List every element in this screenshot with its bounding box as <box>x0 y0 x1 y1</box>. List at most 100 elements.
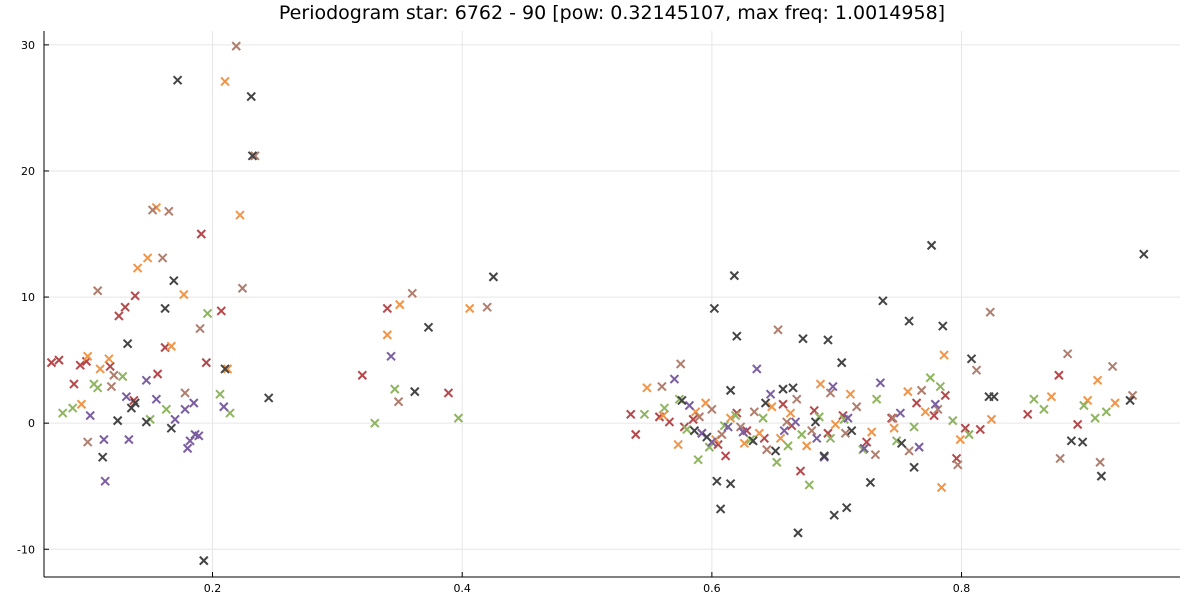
data-point <box>642 383 652 393</box>
data-point <box>231 41 241 51</box>
y-tick-label: -10 <box>17 543 35 556</box>
data-point <box>393 397 404 407</box>
data-point <box>889 423 899 433</box>
data-point <box>130 291 140 301</box>
data-point <box>986 414 997 425</box>
data-point <box>762 444 772 455</box>
data-point <box>782 417 792 427</box>
data-point <box>720 451 731 461</box>
data-point <box>1090 413 1100 423</box>
data-point <box>707 404 717 414</box>
data-point <box>909 422 919 432</box>
data-point <box>929 410 939 421</box>
y-tick-label: 10 <box>21 291 35 304</box>
data-point <box>841 502 852 513</box>
data-point <box>219 402 229 412</box>
data-point <box>709 303 720 314</box>
x-tick-label: 0.4 <box>453 582 471 595</box>
data-point <box>54 355 64 365</box>
data-point <box>785 408 796 418</box>
grid <box>44 31 1180 577</box>
data-point <box>715 504 726 514</box>
data-point <box>172 75 183 85</box>
data-point <box>423 322 434 333</box>
data-point <box>953 460 963 470</box>
data-point <box>164 206 174 217</box>
data-point <box>916 385 927 396</box>
data-point <box>936 482 947 493</box>
data-point <box>888 413 898 423</box>
data-point <box>152 369 163 379</box>
data-point <box>1022 409 1033 420</box>
data-point <box>75 360 85 370</box>
data-point <box>106 381 117 392</box>
data-point <box>410 386 420 397</box>
data-point <box>971 365 982 375</box>
data-point <box>713 439 723 450</box>
data-point <box>464 303 475 314</box>
data-point <box>732 331 742 341</box>
data-point <box>933 404 943 414</box>
data-point <box>859 443 869 454</box>
data-point <box>783 441 793 451</box>
data-point <box>626 409 636 420</box>
data-point <box>823 428 833 438</box>
data-point <box>1092 375 1103 385</box>
data-point <box>960 423 970 433</box>
data-point <box>810 417 821 427</box>
data-point <box>723 422 733 432</box>
data-point <box>250 151 260 161</box>
data-point <box>263 393 274 403</box>
data-point <box>904 316 914 326</box>
data-point <box>825 433 836 444</box>
data-point <box>790 417 801 427</box>
data-point <box>1055 453 1065 464</box>
data-point <box>909 462 919 473</box>
data-point <box>657 381 667 392</box>
data-point <box>237 283 248 293</box>
data-point <box>112 415 123 426</box>
data-point <box>938 321 948 331</box>
data-point <box>195 323 205 334</box>
data-point <box>141 417 152 427</box>
data-point <box>815 379 826 389</box>
data-point <box>1101 407 1112 417</box>
data-point <box>840 428 851 438</box>
data-point <box>220 76 230 87</box>
data-point <box>684 400 695 411</box>
data-point <box>82 437 93 447</box>
data-point <box>793 528 803 538</box>
y-tick-label: 20 <box>21 165 35 178</box>
data-point <box>939 350 949 360</box>
data-point <box>989 391 999 402</box>
y-tick-label: 0 <box>28 417 35 430</box>
data-point <box>717 429 727 440</box>
data-point <box>851 402 862 412</box>
data-point <box>1066 436 1077 446</box>
data-point <box>1139 249 1149 259</box>
data-point <box>132 263 143 273</box>
data-point <box>802 441 812 451</box>
data-point <box>201 357 211 368</box>
data-point <box>725 413 736 423</box>
data-point <box>940 390 951 401</box>
data-point <box>151 394 162 404</box>
data-point <box>130 398 140 408</box>
data-point <box>453 413 464 423</box>
data-point <box>68 403 78 413</box>
data-point <box>182 443 193 454</box>
series-2 <box>76 76 1120 493</box>
data-point <box>836 357 847 368</box>
data-point <box>748 436 758 446</box>
data-point <box>488 272 499 282</box>
data-point <box>689 426 700 436</box>
data-point <box>141 375 152 385</box>
data-point <box>792 394 802 404</box>
data-point <box>180 388 190 398</box>
data-point <box>735 422 746 432</box>
data-point <box>758 413 768 423</box>
data-point <box>760 398 771 408</box>
data-point <box>222 364 233 374</box>
data-point <box>99 434 109 445</box>
data-point <box>704 442 715 452</box>
